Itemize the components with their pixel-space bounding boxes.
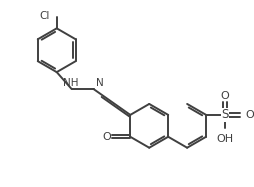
Text: O: O: [244, 110, 253, 120]
Text: Cl: Cl: [39, 11, 50, 21]
Text: O: O: [220, 91, 229, 101]
Text: S: S: [220, 108, 228, 121]
Text: NH: NH: [63, 78, 78, 88]
Text: O: O: [102, 132, 110, 142]
Text: N: N: [95, 78, 103, 88]
Text: OH: OH: [216, 134, 233, 144]
